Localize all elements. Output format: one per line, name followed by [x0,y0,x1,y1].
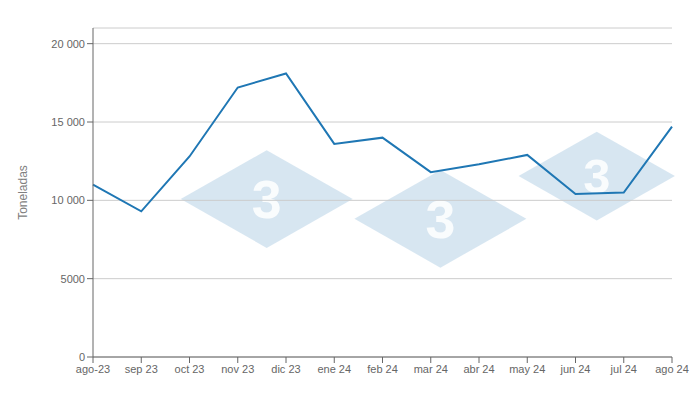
svg-text:may 24: may 24 [509,363,545,375]
svg-text:3: 3 [425,189,455,249]
svg-text:3: 3 [583,149,610,203]
svg-text:0: 0 [79,351,85,363]
svg-text:sep 23: sep 23 [125,363,158,375]
svg-text:jul 24: jul 24 [610,363,637,375]
svg-text:10 000: 10 000 [51,194,85,206]
svg-text:nov 23: nov 23 [221,363,254,375]
svg-text:jun 24: jun 24 [560,363,591,375]
svg-text:3: 3 [252,169,282,229]
svg-text:Toneladas: Toneladas [16,165,30,220]
svg-text:ene 24: ene 24 [317,363,351,375]
svg-text:5000: 5000 [61,273,85,285]
svg-text:abr 24: abr 24 [463,363,494,375]
svg-text:ago-23: ago-23 [76,363,110,375]
svg-text:20 000: 20 000 [51,38,85,50]
svg-text:dic 23: dic 23 [271,363,300,375]
svg-text:15 000: 15 000 [51,116,85,128]
svg-text:feb 24: feb 24 [367,363,398,375]
svg-text:mar 24: mar 24 [414,363,448,375]
svg-text:ago 24: ago 24 [655,363,689,375]
svg-text:oct 23: oct 23 [175,363,205,375]
